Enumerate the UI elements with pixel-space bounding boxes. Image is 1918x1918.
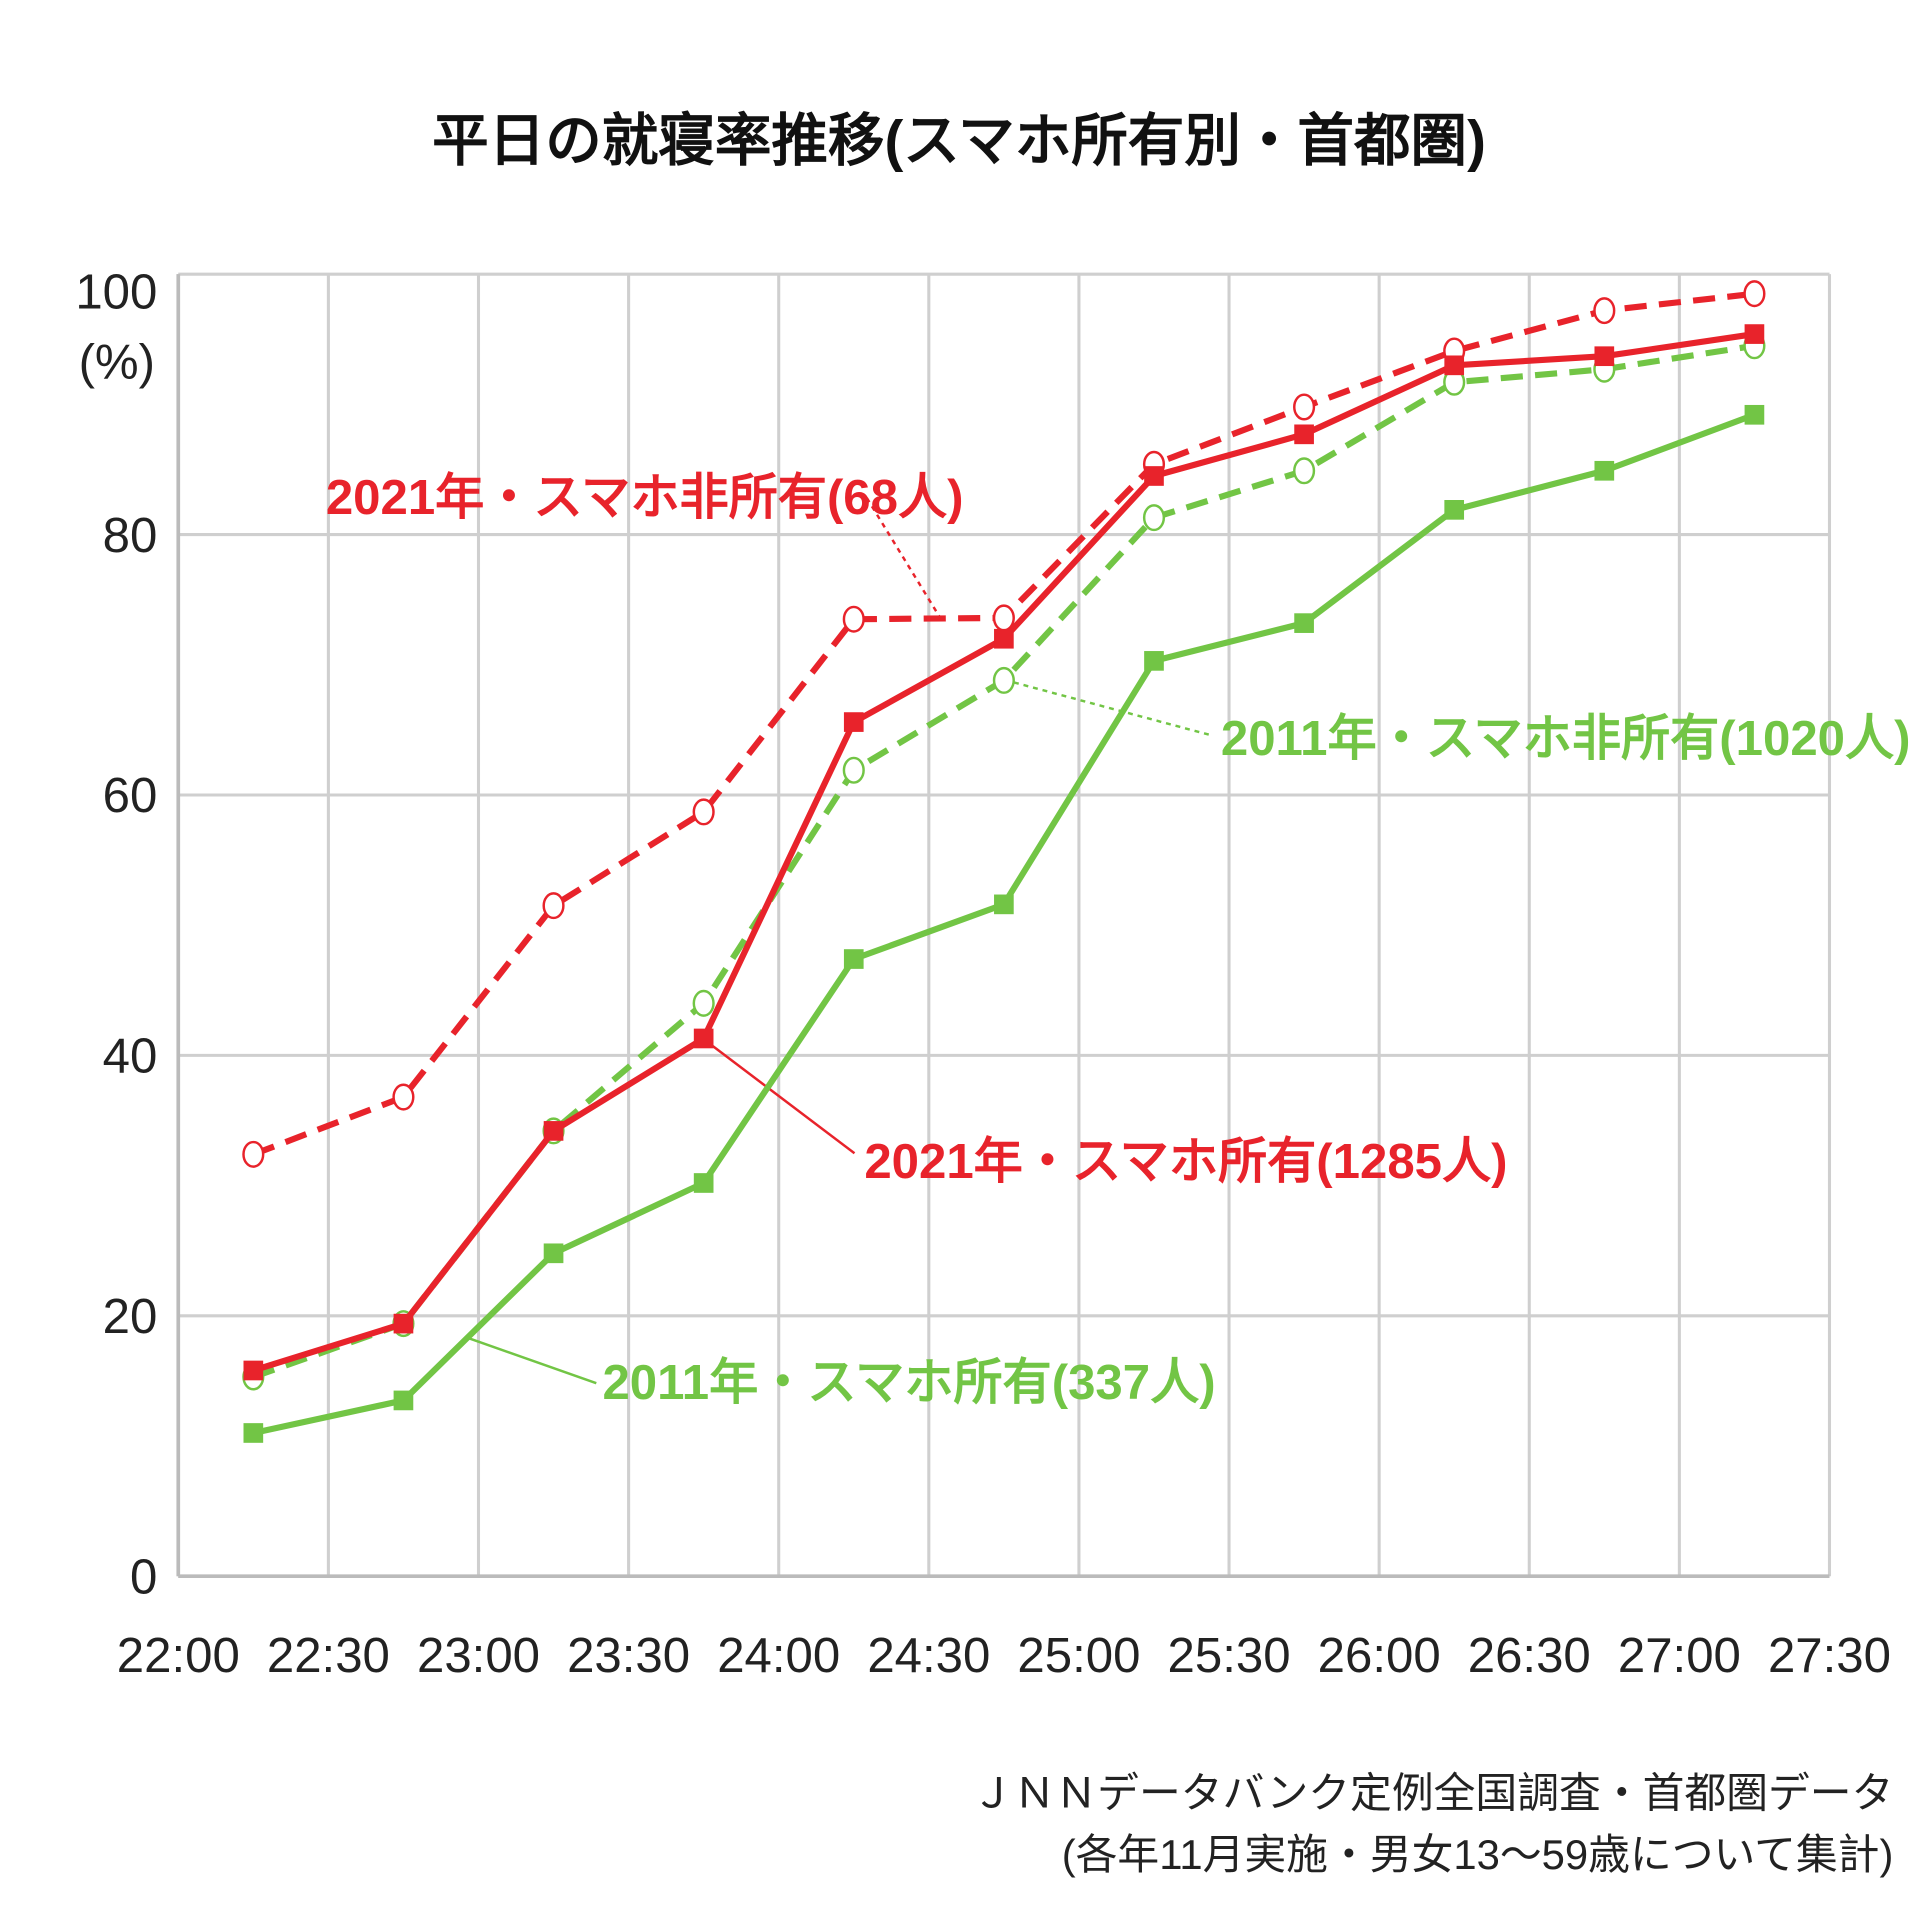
x-tick-label: 22:30 — [267, 1628, 390, 1683]
y-tick-label: 40 — [103, 1029, 158, 1084]
x-tick-label: 25:30 — [1168, 1628, 1291, 1683]
x-tick-label: 26:30 — [1468, 1628, 1591, 1683]
data-point — [1744, 404, 1765, 425]
data-point — [693, 1028, 714, 1049]
x-tick-label: 25:00 — [1017, 1628, 1140, 1683]
data-point — [243, 1360, 264, 1381]
data-point — [1293, 393, 1316, 421]
grid — [176, 272, 1832, 1579]
leader-2011-non-owner — [1004, 678, 1212, 737]
data-point — [1142, 504, 1166, 532]
data-point — [1293, 457, 1316, 485]
label-2021-non-owner: 2021年・スマホ非所有(68人) — [326, 470, 964, 525]
data-point — [542, 892, 565, 920]
x-tick-label: 27:30 — [1768, 1628, 1891, 1683]
data-point — [693, 1173, 714, 1193]
label-2011-owner: 2011年・スマホ所有(337人) — [602, 1355, 1215, 1410]
data-point — [543, 1243, 564, 1264]
x-tick-label: 24:00 — [717, 1628, 840, 1683]
y-tick-label: 20 — [103, 1289, 158, 1344]
label-leaders — [466, 497, 1212, 1385]
x-tick-label: 27:00 — [1618, 1628, 1741, 1683]
data-point — [1294, 613, 1314, 633]
data-point — [1743, 280, 1766, 308]
data-point — [1444, 500, 1465, 520]
x-tick-label: 23:00 — [417, 1628, 540, 1683]
data-point — [1744, 324, 1765, 344]
data-point — [994, 894, 1014, 915]
x-ticks: 22:00 22:30 23:00 23:30 24:00 24:30 25:00 25:30… — [117, 1628, 1891, 1683]
leader-2021-owner — [702, 1037, 856, 1155]
data-point — [992, 666, 1015, 694]
data-point — [692, 798, 715, 826]
data-point — [1144, 466, 1164, 486]
y-tick-label: 60 — [103, 768, 158, 823]
chart-title: 平日の就寝率推移(スマホ所有別・首都圏) — [432, 109, 1486, 172]
data-point — [1444, 355, 1465, 376]
data-point — [842, 605, 865, 633]
x-tick-label: 26:00 — [1318, 1628, 1441, 1683]
data-point — [392, 1083, 415, 1111]
data-point — [992, 604, 1015, 632]
y-tick-label: 100 — [75, 265, 157, 320]
y-ticks: 0 20 40 60 80 100 — [75, 265, 157, 1605]
series-1 — [243, 324, 1765, 1381]
data-point — [243, 1423, 264, 1443]
data-point — [1594, 346, 1615, 367]
data-point — [1594, 460, 1615, 481]
y-unit-label: (%) — [79, 335, 155, 390]
data-point — [393, 1313, 414, 1334]
x-tick-label: 22:00 — [117, 1628, 240, 1683]
y-tick-label: 80 — [103, 508, 158, 563]
data-point — [1294, 424, 1314, 445]
series — [242, 280, 1766, 1443]
source-line-1: ＪＮＮデータバンク定例全国調査・首都圏データ — [972, 1769, 1894, 1816]
data-point — [994, 628, 1014, 649]
x-tick-label: 23:30 — [567, 1628, 690, 1683]
data-point — [1593, 297, 1616, 325]
data-point — [242, 1140, 265, 1168]
label-2011-non-owner: 2011年・スマホ非所有(1020人) — [1221, 711, 1911, 766]
label-2021-owner: 2021年・スマホ所有(1285人) — [864, 1134, 1507, 1189]
x-tick-label: 24:30 — [867, 1628, 990, 1683]
leader-2011-owner — [466, 1336, 597, 1385]
data-point — [1144, 651, 1164, 671]
y-tick-label: 0 — [130, 1549, 157, 1604]
data-point — [692, 989, 715, 1017]
data-point — [843, 949, 864, 969]
data-point — [543, 1121, 564, 1141]
leader-2021-non-owner — [865, 497, 942, 620]
data-point — [843, 712, 864, 732]
source-line-2: (各年11月実施・男女13〜59歳について集計) — [1062, 1831, 1894, 1878]
data-point — [393, 1390, 414, 1411]
series-3 — [243, 404, 1765, 1443]
data-point — [842, 756, 865, 784]
